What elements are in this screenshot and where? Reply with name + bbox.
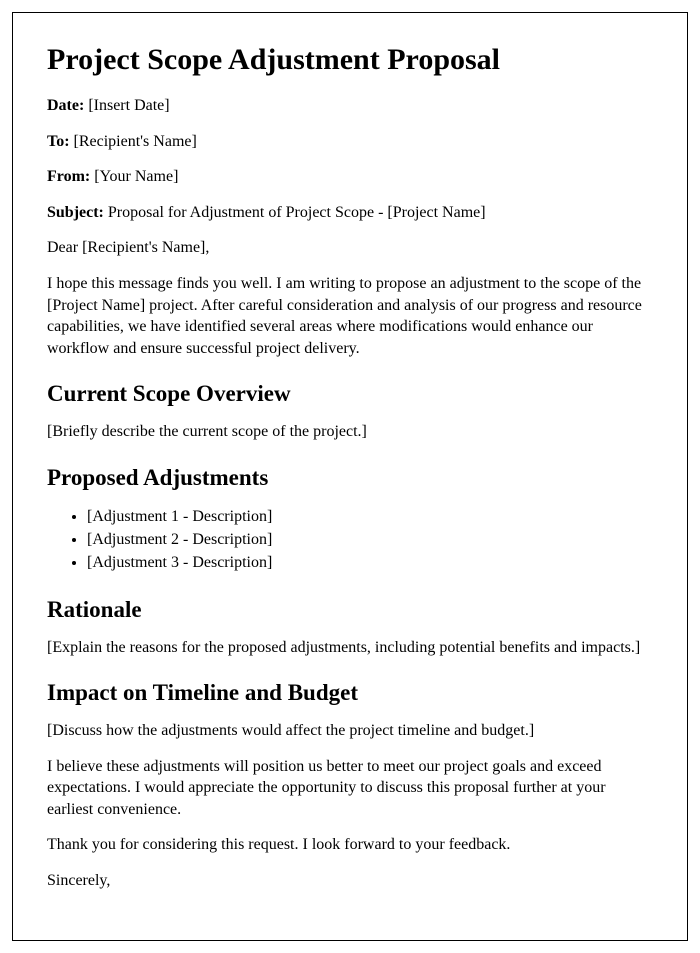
adjustments-heading: Proposed Adjustments <box>47 465 653 491</box>
meta-to-label: To: <box>47 133 70 150</box>
salutation: Dear [Recipient's Name], <box>47 237 653 259</box>
meta-to-value: [Recipient's Name] <box>70 133 197 150</box>
closing-paragraph-2: Thank you for considering this request. … <box>47 834 653 856</box>
meta-subject-label: Subject: <box>47 204 104 221</box>
meta-date-value: [Insert Date] <box>84 97 169 114</box>
meta-from-value: [Your Name] <box>90 168 178 185</box>
document-page: Project Scope Adjustment Proposal Date: … <box>0 0 700 953</box>
signoff: Sincerely, <box>47 870 653 892</box>
closing-paragraph-1: I believe these adjustments will positio… <box>47 756 653 821</box>
impact-heading: Impact on Timeline and Budget <box>47 680 653 706</box>
intro-paragraph: I hope this message finds you well. I am… <box>47 273 653 359</box>
meta-from-label: From: <box>47 168 90 185</box>
overview-body: [Briefly describe the current scope of t… <box>47 421 653 443</box>
list-item: [Adjustment 2 - Description] <box>87 528 653 551</box>
impact-body: [Discuss how the adjustments would affec… <box>47 720 653 742</box>
meta-subject-value: Proposal for Adjustment of Project Scope… <box>104 204 486 221</box>
meta-subject: Subject: Proposal for Adjustment of Proj… <box>47 202 653 224</box>
adjustments-list: [Adjustment 1 - Description] [Adjustment… <box>47 505 653 575</box>
meta-date: Date: [Insert Date] <box>47 95 653 117</box>
meta-date-label: Date: <box>47 97 84 114</box>
document-title: Project Scope Adjustment Proposal <box>47 43 653 77</box>
overview-heading: Current Scope Overview <box>47 381 653 407</box>
rationale-body: [Explain the reasons for the proposed ad… <box>47 637 653 659</box>
meta-from: From: [Your Name] <box>47 166 653 188</box>
list-item: [Adjustment 3 - Description] <box>87 551 653 574</box>
document-sheet: Project Scope Adjustment Proposal Date: … <box>12 12 688 941</box>
list-item: [Adjustment 1 - Description] <box>87 505 653 528</box>
meta-to: To: [Recipient's Name] <box>47 131 653 153</box>
rationale-heading: Rationale <box>47 597 653 623</box>
